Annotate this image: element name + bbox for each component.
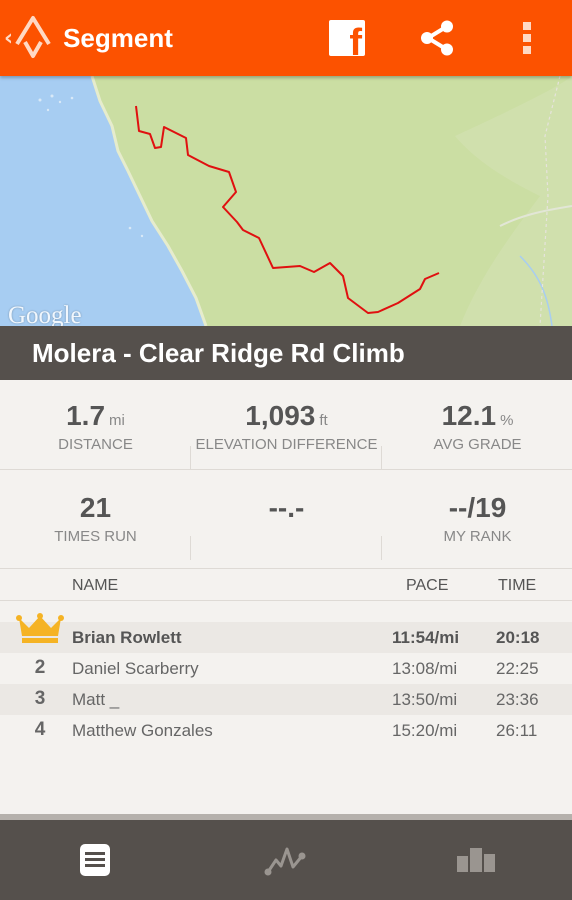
leaderboard-row-2[interactable]: 2 Daniel Scarberry 13:08/mi 22:25 (0, 653, 572, 684)
athlete-time: 26:11 (496, 721, 538, 740)
athlete-pace: 13:50/mi (392, 690, 458, 709)
app-bar-title: Segment (63, 22, 173, 53)
overflow-menu-button[interactable] (482, 0, 572, 76)
athlete-rank: 2 (34, 657, 46, 678)
document-icon (80, 844, 110, 876)
athlete-time: 20:18 (496, 628, 540, 647)
map-canvas (0, 76, 572, 326)
bottom-bar-separator (0, 814, 572, 820)
stat-best-value: --.- (268, 492, 305, 523)
facebook-icon: f (329, 20, 365, 56)
stat-times-run-value: 21 (79, 492, 112, 523)
stat-elevation-unit: ft (319, 412, 328, 429)
stats-row-1: 1.7 mi DISTANCE 1,093 ft ELEVATION DIFFERE… (0, 380, 572, 470)
athlete-time: 22:25 (496, 659, 539, 678)
stat-distance-label: DISTANCE (58, 436, 133, 453)
athlete-rank: 4 (34, 719, 46, 740)
header-name: NAME (72, 577, 119, 594)
stat-elevation-label: ELEVATION DIFFERENCE (195, 436, 378, 453)
athlete-pace: 15:20/mi (392, 721, 458, 740)
stat-elevation-value: 1,093 (245, 400, 316, 431)
strava-logo-icon (15, 16, 51, 58)
athlete-name: Matthew Gonzales (72, 721, 213, 740)
athlete-rank: 3 (34, 688, 46, 709)
overflow-menu-icon (523, 22, 531, 54)
stat-rank: --/19 MY RANK (382, 472, 572, 562)
podium-icon (457, 848, 495, 872)
leaderboard: NAME PACE TIME Brian Rowlett 11:54/mi 20… (0, 569, 572, 814)
leaderboard-header: NAME PACE TIME (0, 569, 572, 601)
stat-best: --.- (191, 472, 382, 562)
header-pace: PACE (406, 577, 449, 594)
stat-times-run-label: TIMES RUN (54, 528, 137, 545)
stats-row-2: 21 TIMES RUN --.- --/19 MY RANK (0, 472, 572, 562)
leaderboard-row-3[interactable]: 3 Matt _ 13:50/mi 23:36 (0, 684, 572, 715)
activity-graph-icon (264, 847, 306, 876)
stat-divider (190, 446, 191, 470)
athlete-time: 23:36 (496, 690, 539, 709)
stat-rank-value: --/19 (448, 492, 507, 523)
segment-title: Molera - Clear Ridge Rd Climb (32, 337, 405, 368)
stat-divider (381, 536, 382, 560)
stat-grade-label: AVG GRADE (433, 436, 522, 453)
stat-times-run: 21 TIMES RUN (0, 472, 191, 562)
segment-map[interactable]: Google (0, 76, 572, 326)
leaderboard-row-1[interactable]: Brian Rowlett 11:54/mi 20:18 (0, 613, 572, 653)
stat-distance-unit: mi (109, 412, 125, 429)
stat-elevation: 1,093 ft ELEVATION DIFFERENCE (191, 380, 382, 470)
app-bar: ‹ Segment f (0, 0, 572, 76)
chevron-left-icon: ‹ (4, 25, 14, 51)
stat-divider (190, 536, 191, 560)
stat-grade-unit: % (500, 412, 514, 429)
home-up-button[interactable]: ‹ Segment (0, 0, 173, 76)
header-time: TIME (498, 577, 537, 594)
stat-divider (381, 446, 382, 470)
stat-distance: 1.7 mi DISTANCE (0, 380, 191, 470)
tab-details[interactable] (0, 820, 190, 900)
crown-icon (16, 613, 64, 643)
bottom-tab-bar (0, 820, 572, 900)
stats-bottom-divider (0, 568, 572, 569)
stat-distance-value: 1.7 (66, 400, 106, 431)
stat-rank-label: MY RANK (443, 528, 512, 545)
athlete-pace: 11:54/mi (392, 628, 460, 647)
athlete-name: Brian Rowlett (72, 628, 182, 647)
athlete-pace: 13:08/mi (392, 659, 458, 678)
share-button[interactable] (392, 0, 482, 76)
facebook-share-button[interactable]: f (302, 0, 392, 76)
athlete-name: Matt _ (72, 690, 120, 709)
stat-grade: 12.1% AVG GRADE (382, 380, 572, 470)
google-attribution: Google (8, 302, 82, 326)
leaderboard-row-4[interactable]: 4 Matthew Gonzales 15:20/mi 26:11 (0, 715, 572, 746)
segment-title-band: Molera - Clear Ridge Rd Climb (0, 326, 572, 380)
segment-stats: 1.7 mi DISTANCE 1,093 ft ELEVATION DIFFERE… (0, 380, 572, 569)
tab-leaderboard[interactable] (380, 820, 572, 900)
segment-route-line (135, 105, 440, 314)
tab-efforts[interactable] (190, 820, 380, 900)
share-icon (421, 20, 453, 56)
athlete-name: Daniel Scarberry (72, 659, 199, 678)
stat-grade-value: 12.1 (441, 400, 497, 431)
